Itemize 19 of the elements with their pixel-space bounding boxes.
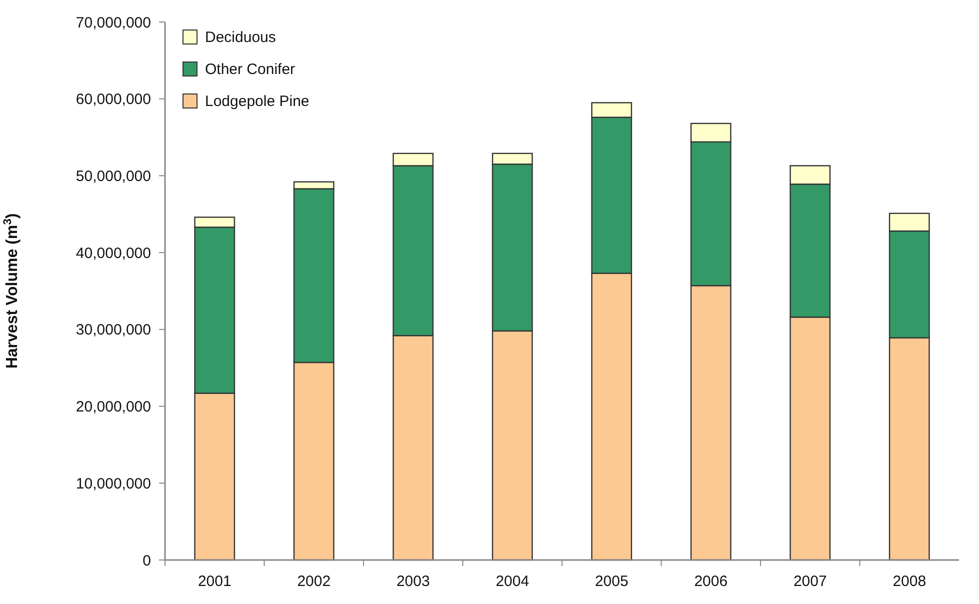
legend-label: Lodgepole Pine: [205, 93, 310, 110]
x-tick-label: 2008: [892, 573, 926, 590]
y-tick-label: 60,000,000: [76, 91, 151, 108]
x-tick-label: 2004: [496, 573, 530, 590]
x-tick-label: 2003: [396, 573, 430, 590]
y-tick-label: 0: [142, 552, 151, 570]
x-tick-label: 2006: [694, 573, 728, 590]
y-tick-label: 10,000,000: [76, 475, 151, 492]
y-tick-label: 40,000,000: [76, 244, 151, 262]
y-tick-label: 30,000,000: [76, 322, 151, 339]
x-tick-label: 2002: [297, 573, 331, 590]
y-tick-label: 70,000,000: [76, 14, 151, 32]
x-tick-label: 2007: [793, 573, 827, 590]
y-tick-label: 20,000,000: [76, 398, 151, 416]
y-tick-label: 50,000,000: [76, 168, 151, 185]
legend-label: Deciduous: [205, 29, 276, 46]
x-tick-label: 2001: [198, 573, 232, 590]
x-tick-label: 2005: [594, 573, 628, 590]
legend-label: Other Conifer: [205, 61, 296, 78]
